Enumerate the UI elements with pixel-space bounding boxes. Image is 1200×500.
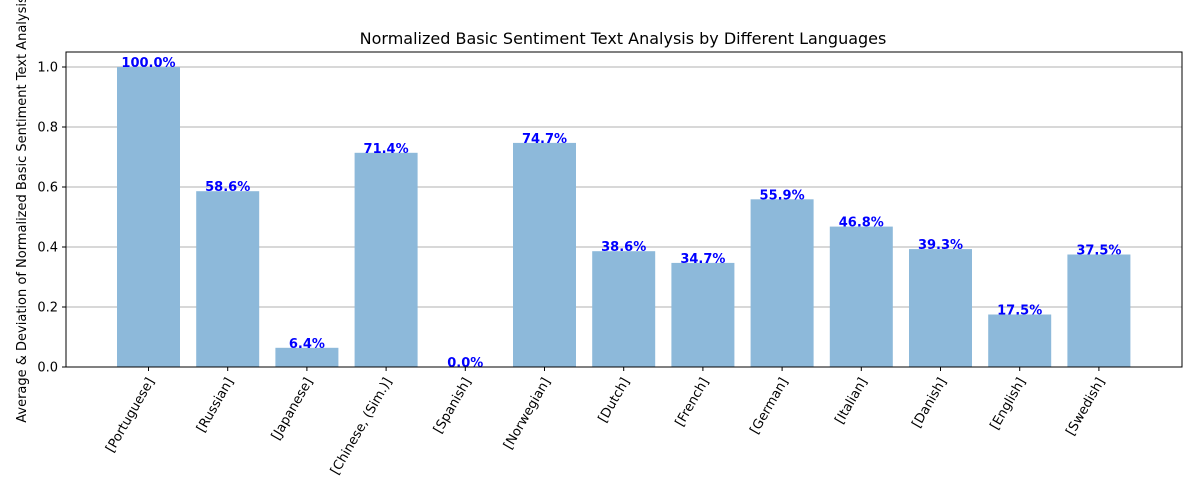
data-label: 38.6%: [601, 240, 646, 255]
x-tick-label: [Russian]: [194, 376, 237, 436]
bar: [513, 142, 576, 367]
x-tick-label: [Portuguese]: [103, 376, 158, 456]
bars-group: [117, 67, 1131, 367]
y-tick-label: 0.4: [37, 241, 58, 256]
y-axis: 0.0 0.2 0.4 0.6 0.8 1.0: [37, 61, 66, 376]
x-tick-label: [German]: [747, 376, 791, 437]
data-label: 71.4%: [364, 142, 409, 157]
x-tick-label: [Swedish]: [1063, 376, 1108, 439]
bar: [829, 226, 893, 367]
data-label: 34.7%: [680, 252, 725, 267]
data-label: 100.0%: [121, 56, 175, 71]
bar: [117, 67, 180, 367]
x-axis: [Portuguese] [Russian] [Japanese] [Chinese,…: [103, 367, 1108, 478]
data-label: 17.5%: [997, 304, 1042, 319]
y-axis-label: Average & Deviation of Normalized Basic …: [15, 0, 30, 423]
y-tick-label: 0.2: [37, 301, 58, 316]
x-tick-label: [Danish]: [909, 376, 949, 431]
chart-title: Normalized Basic Sentiment Text Analysis…: [360, 29, 887, 48]
bar: [909, 249, 972, 367]
bar: [750, 199, 814, 367]
y-tick-label: 0.6: [37, 181, 58, 196]
x-tick-label: [Dutch]: [596, 376, 633, 426]
x-tick-label: [Japanese]: [269, 376, 317, 443]
data-label: 6.4%: [289, 337, 325, 352]
data-label: 74.7%: [522, 132, 567, 147]
x-tick-label: [French]: [673, 376, 713, 430]
data-label: 37.5%: [1076, 244, 1121, 259]
x-tick-label: [Spanish]: [431, 376, 475, 437]
bar: [354, 152, 418, 367]
y-tick-label: 1.0: [37, 61, 58, 76]
x-tick-label: [Italian]: [833, 376, 871, 427]
data-label: 55.9%: [760, 188, 805, 203]
bar: [275, 347, 339, 367]
data-labels-group: 100.0%58.6%6.4%71.4%0.0%74.7%38.6%34.7%5…: [121, 56, 1121, 371]
bar: [988, 314, 1052, 367]
plot-frame: [65, 51, 1183, 368]
y-tick-label: 0.8: [37, 121, 58, 136]
bar: [1067, 254, 1131, 367]
data-label: 39.3%: [918, 238, 963, 253]
data-label: 58.6%: [205, 180, 250, 195]
data-label: 46.8%: [839, 216, 884, 231]
x-tick-label: [English]: [988, 376, 1030, 433]
x-tick-label: [Chinese, (Sim.)]: [328, 376, 396, 478]
x-tick-label: [Norwegian]: [501, 376, 554, 453]
bar: [671, 262, 735, 367]
bar: [592, 251, 656, 367]
y-tick-label: 0.0: [37, 361, 58, 376]
bar: [196, 191, 260, 367]
